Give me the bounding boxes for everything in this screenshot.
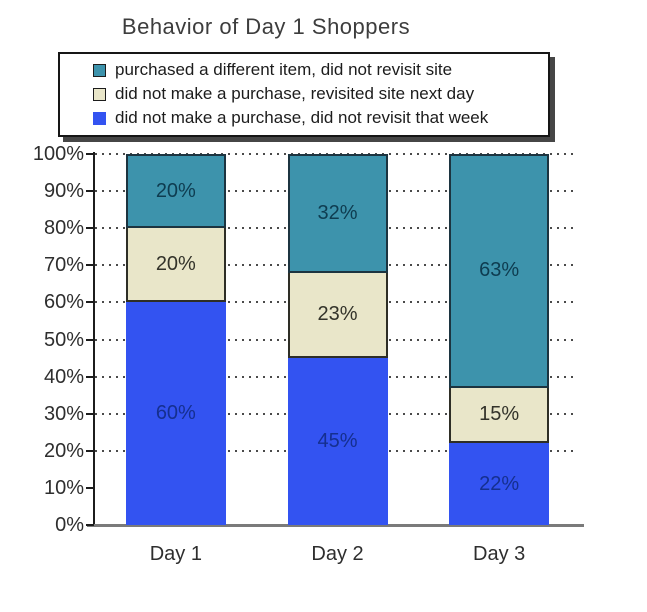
- x-axis-label-day-3: Day 3: [473, 543, 526, 565]
- y-axis-label-20: 20%: [43, 439, 84, 462]
- y-axis-tick-40: [86, 375, 94, 378]
- x-axis-label-day-1: Day 1: [149, 543, 202, 565]
- x-axis-label-day-2: Day 2: [311, 543, 364, 565]
- y-axis-tick-50: [86, 338, 94, 341]
- segment-value-label: 32%: [317, 201, 358, 224]
- y-axis-label-0: 0%: [55, 514, 84, 536]
- y-axis-label-90: 90%: [43, 180, 84, 203]
- y-axis-label-60: 60%: [43, 291, 84, 314]
- segment-value-label: 15%: [479, 403, 520, 426]
- legend-row-0: purchased a different item, did not revi…: [93, 58, 548, 82]
- y-axis-tick-100: [86, 153, 94, 155]
- legend-label-2: did not make a purchase, did not revisit…: [115, 108, 489, 127]
- y-axis-label-30: 30%: [43, 402, 84, 425]
- segment-value-label: 20%: [155, 252, 196, 275]
- segment-value-label: 20%: [155, 179, 196, 202]
- legend-label-1: did not make a purchase, revisited site …: [115, 84, 475, 103]
- segment-value-label: 23%: [317, 302, 358, 325]
- y-axis-tick-80: [86, 227, 94, 230]
- legend-swatch-icon: [93, 63, 106, 77]
- legend-swatch-icon: [93, 111, 106, 125]
- y-axis-label-80: 80%: [43, 217, 84, 240]
- y-axis-tick-30: [86, 412, 94, 415]
- bar-day-3-segment-1: 15%: [449, 387, 550, 444]
- y-axis-tick-10: [86, 486, 94, 489]
- legend-row-2: did not make a purchase, did not revisit…: [93, 106, 548, 130]
- bar-day-1-segment-1: 20%: [125, 228, 226, 303]
- bar-day-3-segment-0: 63%: [449, 154, 550, 388]
- legend-swatch-icon: [93, 87, 106, 101]
- segment-value-label: 63%: [479, 259, 520, 282]
- y-axis-label-100: 100%: [32, 143, 84, 165]
- legend-row-1: did not make a purchase, revisited site …: [93, 82, 548, 106]
- bar-day-3-segment-2: 22%: [449, 443, 550, 525]
- bar-day-2-segment-1: 23%: [287, 272, 388, 359]
- legend-label-0: purchased a different item, did not revi…: [115, 60, 453, 79]
- bar-day-1-segment-2: 60%: [125, 302, 226, 525]
- y-axis-tick-90: [86, 190, 94, 193]
- y-axis-tick-0: [86, 524, 94, 526]
- bar-day-2-segment-2: 45%: [287, 358, 388, 525]
- y-axis-label-50: 50%: [43, 328, 84, 351]
- y-axis-tick-60: [86, 301, 94, 304]
- y-axis-label-70: 70%: [43, 254, 84, 277]
- segment-value-label: 22%: [479, 472, 520, 495]
- segment-value-label: 45%: [317, 430, 358, 453]
- y-axis-tick-70: [86, 264, 94, 267]
- y-axis-label-40: 40%: [43, 365, 84, 388]
- segment-value-label: 60%: [155, 402, 196, 425]
- bar-day-2-segment-0: 32%: [287, 154, 388, 273]
- y-axis-label-10: 10%: [43, 476, 84, 499]
- chart-legend: purchased a different item, did not revi…: [58, 52, 550, 137]
- x-axis-line: [87, 524, 584, 527]
- chart-title: Behavior of Day 1 Shoppers: [121, 14, 411, 39]
- y-axis-tick-20: [86, 449, 94, 452]
- bar-day-1-segment-0: 20%: [125, 154, 226, 229]
- y-axis-line: [93, 152, 95, 527]
